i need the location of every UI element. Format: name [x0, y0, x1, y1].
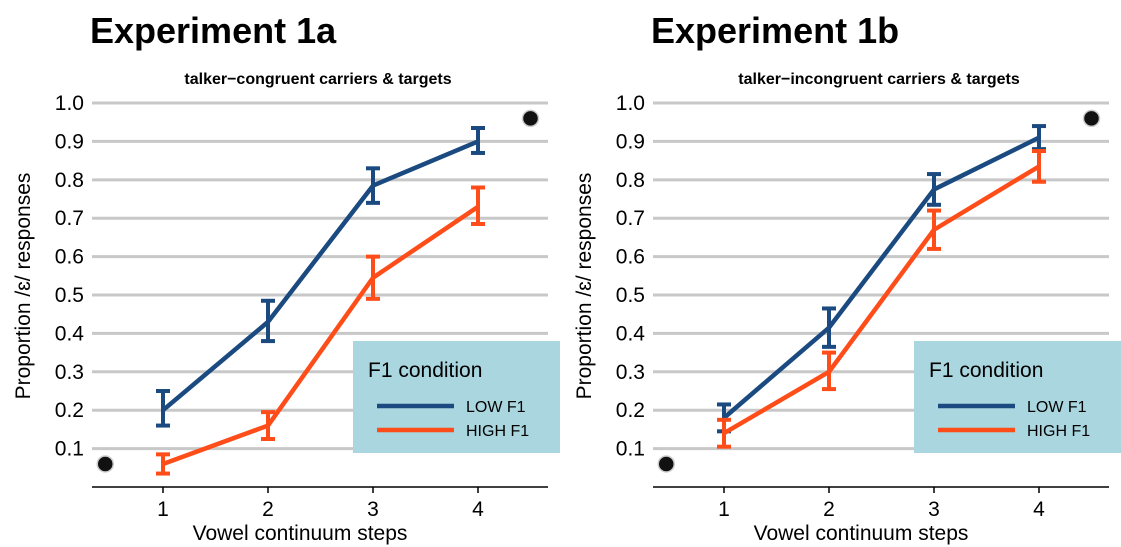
axes: 0.1 0.2 0.3 0.4 0.5 0.6 0.7 0.8 0.9 1.0 1 2 3 4 Vowel …	[573, 92, 1109, 545]
data-series	[657, 109, 1101, 473]
x-tick-label: 3	[367, 498, 379, 521]
x-tick-label: 2	[823, 498, 835, 521]
chart-svg: 0.1 0.2 0.3 0.4 0.5 0.6 0.7 0.8 0.9 1.0 1 2 3 4 Vowel …	[573, 71, 1121, 545]
y-axis-label: Proportion /ɛ/ responses	[12, 173, 35, 400]
y-tick-label: 0.4	[55, 322, 85, 345]
series-high-f1	[156, 185, 485, 476]
y-tick-label: 0.5	[616, 284, 645, 307]
y-tick-label: 0.7	[55, 207, 84, 230]
legend-title: F1 condition	[929, 359, 1043, 382]
y-tick-label: 0.6	[616, 246, 645, 269]
chart-subtitle: talker−congruent carriers & targets	[184, 71, 451, 88]
y-tick-label: 1.0	[55, 92, 84, 115]
series-high-f1	[717, 149, 1046, 449]
panel-experiment-1a: Experiment 1a 0.1 0.2 0.3 0.4 0.5 0.6 0.7 0.8 0.…	[0, 0, 560, 547]
legend: F1 condition LOW F1 HIGH F1	[914, 341, 1121, 453]
y-tick-label: 0.1	[616, 438, 645, 461]
legend-label: LOW F1	[466, 399, 526, 416]
y-tick-label: 0.2	[55, 399, 84, 422]
data-series	[96, 109, 540, 476]
reference-point	[96, 455, 114, 473]
y-tick-label: 0.3	[55, 361, 84, 384]
x-axis-label: Vowel continuum steps	[193, 522, 408, 545]
y-tick-label: 0.2	[616, 399, 645, 422]
reference-point	[521, 109, 540, 128]
chart-title: Experiment 1a	[90, 10, 337, 51]
series-line	[162, 204, 480, 467]
x-tick-label: 2	[262, 498, 274, 521]
y-tick-label: 0.8	[55, 169, 84, 192]
x-tick-label: 1	[718, 498, 730, 521]
y-tick-label: 0.6	[55, 246, 84, 269]
series-line	[722, 164, 1041, 436]
y-tick-label: 0.9	[55, 130, 84, 153]
reference-point	[657, 455, 675, 473]
legend-label: HIGH F1	[1027, 423, 1090, 440]
legend-box	[914, 341, 1121, 453]
series-low-f1	[156, 125, 485, 428]
chart-svg: 0.1 0.2 0.3 0.4 0.5 0.6 0.7 0.8 0.9 1.0 1 2 3 4 Vowel …	[12, 71, 560, 545]
y-tick-label: 0.3	[616, 361, 645, 384]
legend-title: F1 condition	[368, 359, 482, 382]
y-tick-label: 0.4	[616, 322, 646, 345]
legend-box	[353, 341, 560, 453]
y-tick-label: 1.0	[616, 92, 645, 115]
y-tick-label: 0.1	[55, 438, 84, 461]
axes: 0.1 0.2 0.3 0.4 0.5 0.6 0.7 0.8 0.9 1.0 1 2 3 4 Vowel …	[12, 92, 548, 545]
y-tick-label: 0.5	[55, 284, 84, 307]
series-line	[161, 139, 479, 412]
series-line	[722, 135, 1040, 420]
legend-label: HIGH F1	[466, 423, 529, 440]
legend-label: LOW F1	[1027, 399, 1087, 416]
chart-title: Experiment 1b	[651, 10, 900, 51]
y-axis-label: Proportion /ɛ/ responses	[573, 173, 596, 400]
x-tick-label: 3	[928, 498, 940, 521]
x-tick-label: 1	[157, 498, 169, 521]
y-tick-label: 0.9	[616, 130, 645, 153]
reference-point	[1082, 109, 1101, 128]
x-tick-label: 4	[472, 498, 484, 521]
chart-subtitle: talker−incongruent carriers & targets	[738, 71, 1020, 88]
y-tick-label: 0.7	[616, 207, 645, 230]
panel-experiment-1b: Experiment 1b 0.1 0.2 0.3 0.4 0.5 0.6 0.7 0.8 0.…	[561, 0, 1121, 547]
x-tick-label: 4	[1033, 498, 1045, 521]
y-tick-label: 0.8	[616, 169, 645, 192]
legend: F1 condition LOW F1 HIGH F1	[353, 341, 560, 453]
x-axis-label: Vowel continuum steps	[754, 522, 969, 545]
